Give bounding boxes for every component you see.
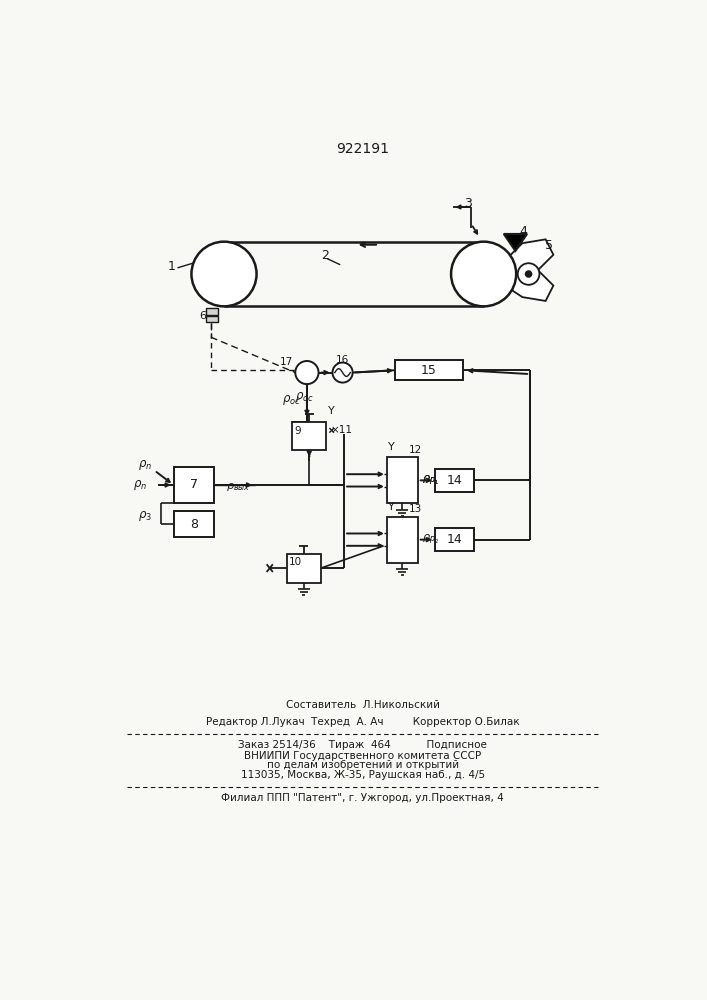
Text: $\rho_{p_1}$: $\rho_{p_1}$ (421, 473, 438, 488)
Circle shape (332, 363, 353, 383)
Bar (206, 316, 218, 322)
Text: $\rho_{вых}$: $\rho_{вых}$ (226, 481, 251, 493)
Text: 10: 10 (289, 557, 302, 567)
Text: 3: 3 (464, 197, 472, 210)
Polygon shape (504, 234, 527, 251)
Text: $\rho_{oc}$: $\rho_{oc}$ (296, 390, 314, 404)
Text: 2: 2 (321, 249, 329, 262)
Circle shape (451, 242, 516, 306)
Bar (206, 308, 218, 315)
Circle shape (525, 271, 532, 277)
Text: 15: 15 (421, 364, 436, 377)
Text: 6: 6 (199, 311, 206, 321)
Bar (435, 469, 474, 492)
Text: 14: 14 (446, 474, 462, 487)
Text: Заказ 2514/36    Тираж  464           Подписное: Заказ 2514/36 Тираж 464 Подписное (238, 740, 487, 750)
Text: 8: 8 (189, 518, 198, 531)
Text: Y: Y (388, 502, 395, 512)
Text: 113035, Москва, Ж-35, Раушская наб., д. 4/5: 113035, Москва, Ж-35, Раушская наб., д. … (240, 770, 485, 780)
Circle shape (518, 263, 539, 285)
Text: 1: 1 (168, 260, 175, 273)
Text: по делам изобретений и открытий: по делам изобретений и открытий (267, 760, 459, 770)
Text: 16: 16 (336, 355, 349, 365)
Text: ВНИИПИ Государственного комитета СССР: ВНИИПИ Государственного комитета СССР (244, 751, 481, 761)
Polygon shape (499, 239, 554, 301)
Circle shape (192, 242, 257, 306)
Text: 922191: 922191 (337, 142, 390, 156)
Bar (435, 528, 474, 551)
Text: Y: Y (327, 406, 334, 416)
Text: 13: 13 (409, 504, 421, 514)
Circle shape (296, 361, 319, 384)
Text: 5: 5 (546, 239, 554, 252)
Text: Редактор Л.Лукач  Техред  А. Ач         Корректор О.Билак: Редактор Л.Лукач Техред А. Ач Корректор … (206, 717, 520, 727)
Bar (387, 457, 418, 503)
Text: $\rho_3$: $\rho_3$ (138, 509, 152, 523)
Bar (174, 511, 214, 537)
Text: $\rho_{oc}$: $\rho_{oc}$ (282, 393, 301, 407)
Bar (395, 360, 462, 380)
Bar (287, 554, 321, 583)
Text: $\rho_n$: $\rho_n$ (133, 478, 147, 492)
Text: Составитель  Л.Никольский: Составитель Л.Никольский (286, 700, 440, 710)
Text: 9: 9 (295, 426, 301, 436)
Text: 12: 12 (409, 445, 421, 455)
Text: 17: 17 (280, 357, 293, 367)
Text: Y: Y (388, 442, 395, 452)
Text: ×11: ×11 (331, 425, 353, 435)
Bar (387, 517, 418, 563)
Bar (174, 466, 214, 503)
Bar (292, 422, 327, 450)
Text: Филиал ППП "Патент", г. Ужгород, ул.Проектная, 4: Филиал ППП "Патент", г. Ужгород, ул.Прое… (221, 793, 504, 803)
Text: 4: 4 (519, 225, 527, 238)
Text: $\rho_n$: $\rho_n$ (138, 458, 152, 472)
Text: $\rho_{p_1}$: $\rho_{p_1}$ (421, 473, 438, 488)
Text: 7: 7 (189, 478, 198, 491)
Text: $\rho_{p_2}$: $\rho_{p_2}$ (421, 532, 438, 547)
Text: 14: 14 (446, 533, 462, 546)
